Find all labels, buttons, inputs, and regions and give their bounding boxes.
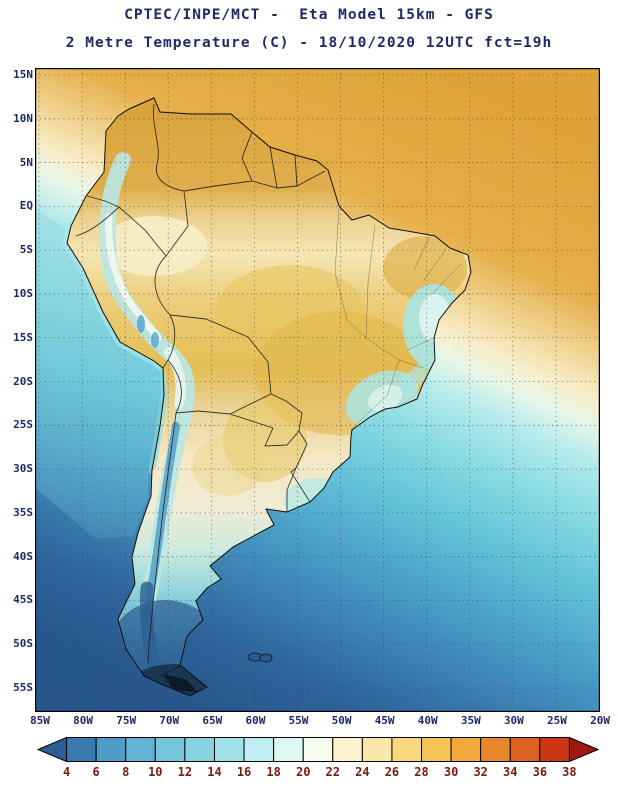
- colorbar-tick-20: 20: [295, 765, 311, 779]
- lat-tick-5N: 5N: [19, 155, 33, 169]
- lon-tick-60W: 60W: [245, 714, 266, 727]
- colorbar-tick-12: 12: [177, 765, 193, 779]
- lat-tick-15S: 15S: [13, 330, 33, 344]
- lon-tick-75W: 75W: [116, 714, 137, 727]
- colorbar-tick-38: 38: [562, 765, 577, 779]
- lon-tick-45W: 45W: [374, 714, 395, 727]
- colorbar-tick-8: 8: [122, 765, 130, 779]
- lat-tick-30S: 30S: [13, 462, 33, 476]
- map-area: [35, 68, 600, 712]
- colorbar-tick-10: 10: [148, 765, 163, 779]
- title-line-2: 2 Metre Temperature (C) - 18/10/2020 12U…: [65, 35, 553, 51]
- colorbar-tick-6: 6: [92, 765, 100, 779]
- colorbar-tick-30: 30: [443, 765, 459, 779]
- state-borders: [334, 207, 462, 431]
- lat-tick-10N: 10N: [13, 111, 33, 125]
- colorbar-tick-24: 24: [355, 765, 370, 779]
- map-frame-border: [35, 68, 600, 712]
- colorbar-tick-18: 18: [266, 765, 281, 779]
- colorbar-tick-26: 26: [384, 765, 400, 779]
- lon-tick-70W: 70W: [159, 714, 180, 727]
- lon-tick-35W: 35W: [460, 714, 481, 727]
- colorbar-tick-14: 14: [207, 765, 222, 779]
- colorbar-scale: [36, 736, 600, 763]
- lat-tick-35S: 35S: [13, 505, 33, 519]
- south-america-temperature-map: [35, 68, 600, 712]
- lat-tick-45S: 45S: [13, 593, 33, 607]
- lat-tick-5S: 5S: [19, 243, 33, 257]
- colorbar-tick-4: 4: [62, 765, 71, 779]
- title-line-1: CPTEC/INPE/MCT - Eta Model 15km - GFS: [124, 7, 494, 23]
- colorbar-tick-32: 32: [473, 765, 488, 779]
- lon-tick-20W: 20W: [590, 714, 610, 727]
- lat-tick-20S: 20S: [13, 374, 33, 388]
- lon-tick-30W: 30W: [503, 714, 524, 727]
- colorbar-tick-28: 28: [414, 765, 429, 779]
- lon-tick-65W: 65W: [202, 714, 223, 727]
- colorbar: [36, 736, 600, 763]
- colorbar-tick-36: 36: [532, 765, 548, 779]
- lon-tick-80W: 80W: [73, 714, 94, 727]
- country-borders: [75, 103, 326, 677]
- lat-tick-25S: 25S: [13, 418, 33, 432]
- lat-tick-10S: 10S: [13, 286, 33, 300]
- lat-tick-15N: 15N: [13, 68, 33, 81]
- colorbar-tick-34: 34: [503, 765, 518, 779]
- lon-tick-85W: 85W: [30, 714, 50, 727]
- lat-tick-55S: 55S: [13, 681, 33, 695]
- lon-tick-55W: 55W: [288, 714, 309, 727]
- falkland-islands: [247, 652, 273, 663]
- lon-tick-25W: 25W: [547, 714, 567, 727]
- lon-tick-40W: 40W: [417, 714, 438, 727]
- lat-tick-40S: 40S: [13, 549, 33, 563]
- lat-tick-EQ: EQ: [19, 199, 33, 213]
- graticule: [35, 68, 600, 712]
- lat-tick-50S: 50S: [13, 637, 33, 651]
- colorbar-tick-16: 16: [236, 765, 252, 779]
- colorbar-tick-22: 22: [325, 765, 340, 779]
- lon-tick-50W: 50W: [331, 714, 352, 727]
